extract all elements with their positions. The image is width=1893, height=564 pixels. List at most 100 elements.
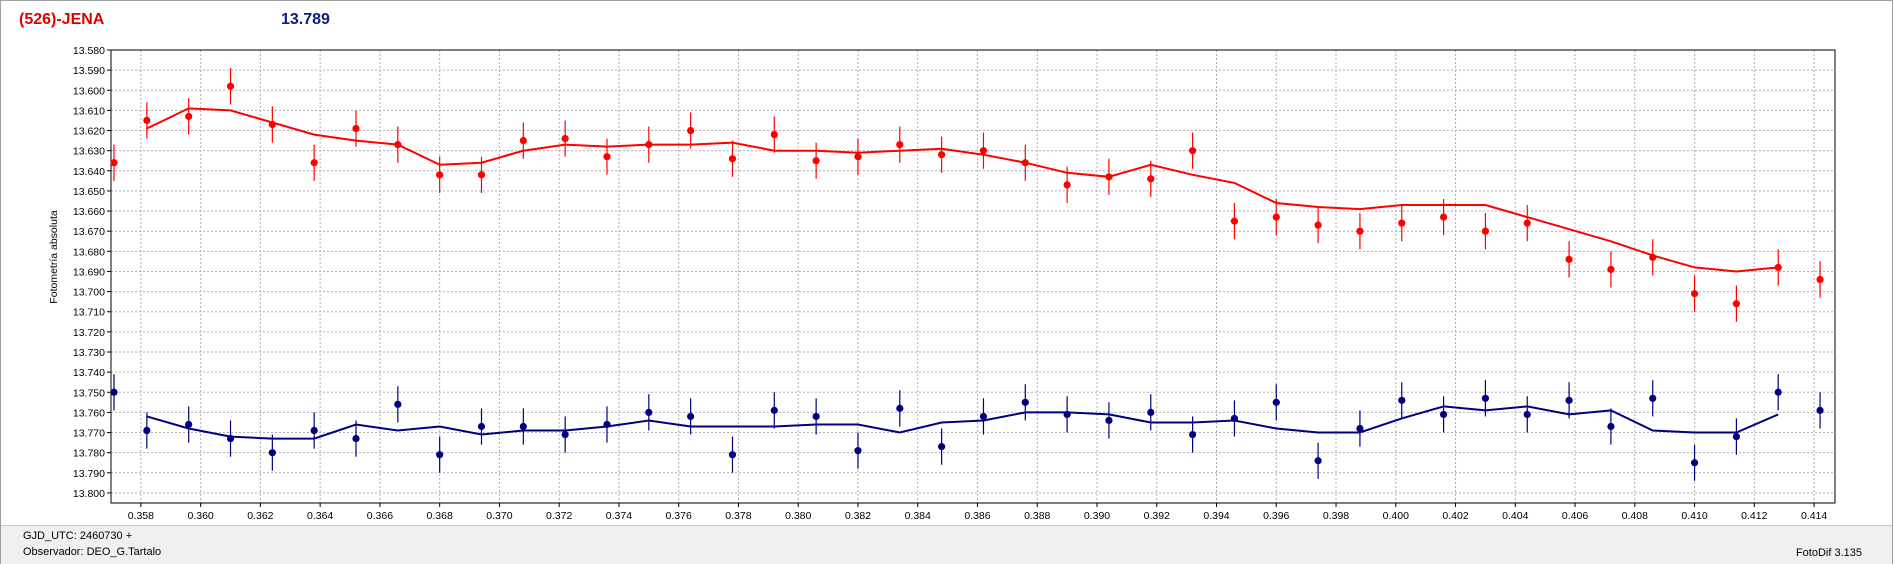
data-point [896, 404, 904, 412]
data-point [436, 451, 444, 459]
y-axis: 13.580 13.590 13.600 13.610 13.620 13.630 13.6… [73, 45, 111, 500]
fit-line [146, 107, 1779, 273]
y-tick-label: 13.730 [73, 347, 105, 359]
data-point [770, 406, 778, 414]
data-point [1105, 173, 1113, 181]
data-point [687, 412, 695, 421]
data-point [728, 155, 737, 163]
data-point [687, 126, 695, 135]
data-point [603, 420, 611, 429]
data-point [110, 159, 118, 167]
x-tick-label: 0.372 [546, 510, 572, 522]
data-point [770, 130, 778, 139]
x-tick-label: 0.376 [666, 510, 692, 522]
data-point [1063, 181, 1071, 189]
x-tick-label: 0.400 [1383, 510, 1409, 522]
data-point [1272, 398, 1280, 406]
data-point [603, 153, 611, 161]
data-point [1816, 275, 1824, 284]
data-point [979, 147, 988, 155]
data-point [728, 451, 737, 459]
data-point [1398, 396, 1406, 404]
data-point [896, 141, 904, 149]
data-point [812, 412, 820, 421]
data-point [477, 171, 486, 179]
y-tick-label: 13.630 [73, 146, 105, 158]
y-tick-label: 13.700 [73, 287, 105, 299]
data-point [1774, 388, 1782, 396]
data-point [1230, 217, 1239, 225]
data-point [1607, 422, 1615, 431]
x-tick-label: 0.382 [845, 510, 871, 522]
data-point [1063, 410, 1071, 419]
x-tick-label: 0.360 [187, 510, 213, 522]
light-curve-chart: 13.580 13.590 13.600 13.610 13.620 13.630 13.6… [48, 45, 1836, 522]
data-point [561, 134, 569, 143]
data-point [1314, 221, 1322, 229]
plot-area [110, 49, 1836, 504]
data-point [185, 112, 193, 121]
x-tick-label: 0.384 [905, 510, 931, 522]
x-tick-label: 0.378 [725, 510, 751, 522]
data-point [352, 124, 360, 133]
data-point [561, 430, 569, 439]
y-tick-label: 13.660 [73, 206, 105, 218]
y-tick-label: 13.800 [73, 488, 105, 500]
data-point [226, 82, 235, 90]
data-point [1189, 147, 1197, 155]
y-tick-label: 13.650 [73, 186, 105, 198]
y-tick-label: 13.770 [73, 428, 105, 440]
x-tick-label: 0.364 [307, 510, 333, 522]
x-tick-label: 0.410 [1681, 510, 1707, 522]
series-red [110, 68, 1824, 322]
x-tick-label: 0.386 [964, 510, 990, 522]
data-point [1272, 213, 1280, 221]
data-point [268, 449, 276, 457]
data-point [938, 443, 946, 451]
y-tick-label: 13.670 [73, 226, 105, 238]
data-point [1105, 416, 1113, 425]
data-point [854, 153, 862, 161]
x-tick-label: 0.380 [785, 510, 811, 522]
data-point [1607, 265, 1615, 274]
data-point [519, 137, 527, 145]
data-point [1230, 414, 1239, 423]
observer-label: Observador: DEO_G.Tartalo [23, 546, 162, 558]
data-point [1565, 396, 1573, 404]
data-point [1398, 219, 1406, 227]
x-tick-label: 0.396 [1263, 510, 1289, 522]
y-tick-label: 13.740 [73, 367, 105, 379]
series-blue [110, 374, 1824, 481]
data-point [1565, 255, 1573, 263]
x-tick-label: 0.358 [128, 510, 154, 522]
y-tick-label: 13.620 [73, 126, 105, 138]
data-point [436, 171, 444, 179]
data-point [1439, 410, 1448, 419]
data-point [1481, 227, 1490, 235]
data-point [1732, 432, 1741, 441]
data-point [1649, 253, 1657, 261]
x-tick-label: 0.398 [1323, 510, 1349, 522]
software-version: FotoDif 3.135 [1795, 547, 1862, 559]
plot-background [111, 50, 1835, 503]
object-title: (526)-JENA [19, 11, 105, 28]
data-point [143, 116, 151, 125]
x-tick-label: 0.374 [606, 510, 632, 522]
data-point [1523, 219, 1531, 227]
data-point [854, 447, 862, 455]
data-point [143, 426, 151, 435]
x-tick-label: 0.402 [1442, 510, 1468, 522]
data-point [1356, 424, 1364, 433]
data-point [812, 157, 820, 165]
data-point [394, 400, 402, 408]
data-point [1147, 408, 1155, 416]
data-point [645, 408, 653, 416]
y-tick-label: 13.780 [73, 448, 105, 460]
y-axis-label: Fotometría absoluta [48, 210, 60, 304]
y-tick-label: 13.710 [73, 307, 105, 319]
data-point [519, 422, 527, 431]
y-tick-label: 13.720 [73, 327, 105, 339]
y-tick-label: 13.600 [73, 85, 105, 97]
data-point [310, 426, 318, 435]
